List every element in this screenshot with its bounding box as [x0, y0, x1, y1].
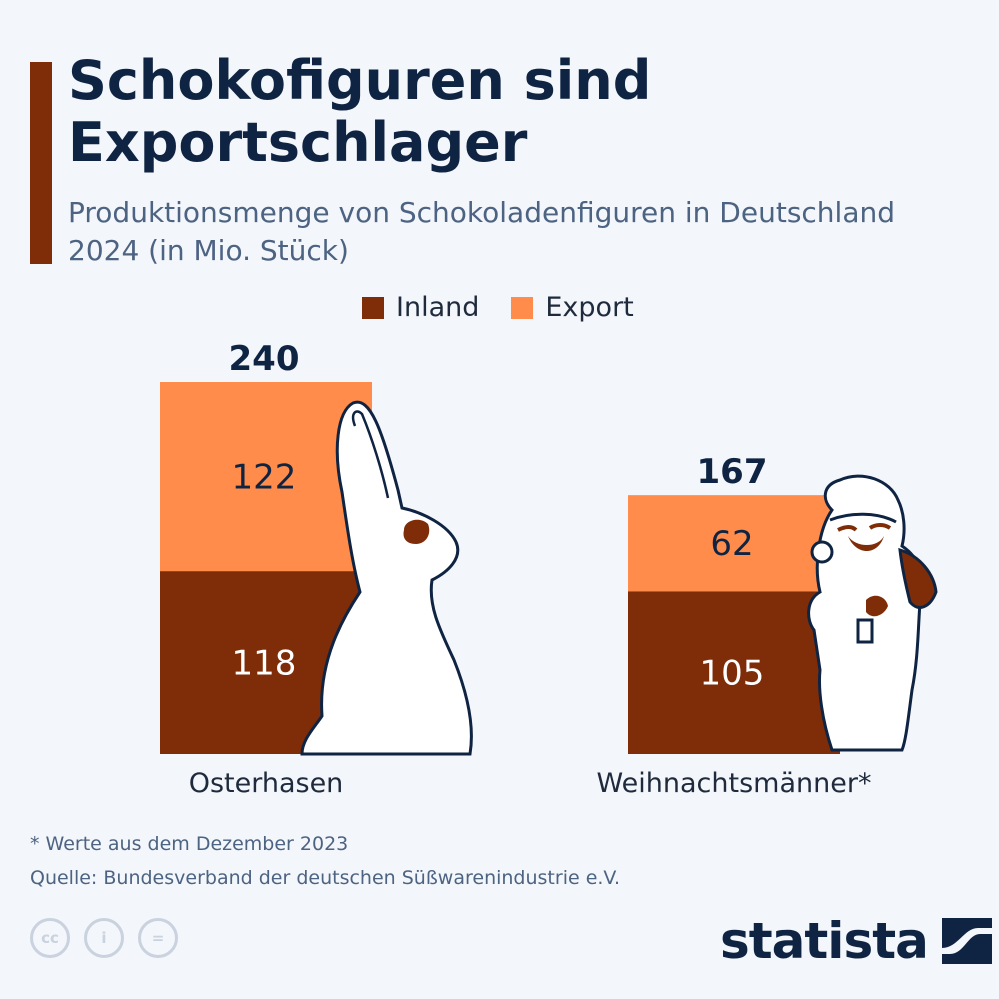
chart-subtitle: Produktionsmenge von Schokoladenfiguren … [68, 196, 895, 267]
statista-logo[interactable]: statista [720, 912, 992, 970]
legend-label-inland: Inland [396, 292, 480, 323]
statista-logo-icon [941, 918, 992, 964]
chart-title: Schokofiguren sind Exportschlager [68, 49, 652, 174]
legend-label-export: Export [545, 292, 634, 323]
legend-swatch-export [511, 296, 534, 319]
footnote: * Werte aus dem Dezember 2023 [30, 833, 349, 855]
nd-icon[interactable]: = [138, 918, 178, 958]
data-label-inland-0: 118 [232, 644, 297, 684]
legend-item-export: Export [511, 292, 634, 323]
by-icon[interactable]: i [84, 918, 124, 958]
brand-text: statista [720, 912, 929, 970]
license-icons: cc i = [30, 918, 178, 958]
bar-chart: 118 122 240 Osterhasen 105 62 167 Weihnachtsmän… [160, 339, 938, 799]
total-label-0: 240 [229, 339, 300, 379]
bar-export-0 [160, 382, 372, 572]
data-label-export-0: 122 [232, 458, 297, 498]
bar-inland-1 [628, 591, 840, 754]
bar-export-1 [628, 495, 840, 592]
category-label-1: Weihnachtsmänner* [597, 768, 872, 799]
cc-icon[interactable]: cc [30, 918, 70, 958]
source-note: Quelle: Bundesverband der deutschen Süßw… [30, 867, 621, 889]
total-label-1: 167 [697, 452, 768, 492]
legend-item-inland: Inland [362, 292, 479, 323]
santa-claus-icon [807, 474, 938, 752]
legend: Inland Export [362, 292, 654, 323]
accent-bar [30, 62, 52, 264]
legend-swatch-inland [362, 296, 384, 319]
easter-bunny-icon [300, 400, 473, 756]
data-label-export-1: 62 [710, 524, 753, 564]
category-label-0: Osterhasen [189, 768, 344, 799]
data-label-inland-1: 105 [700, 654, 765, 694]
